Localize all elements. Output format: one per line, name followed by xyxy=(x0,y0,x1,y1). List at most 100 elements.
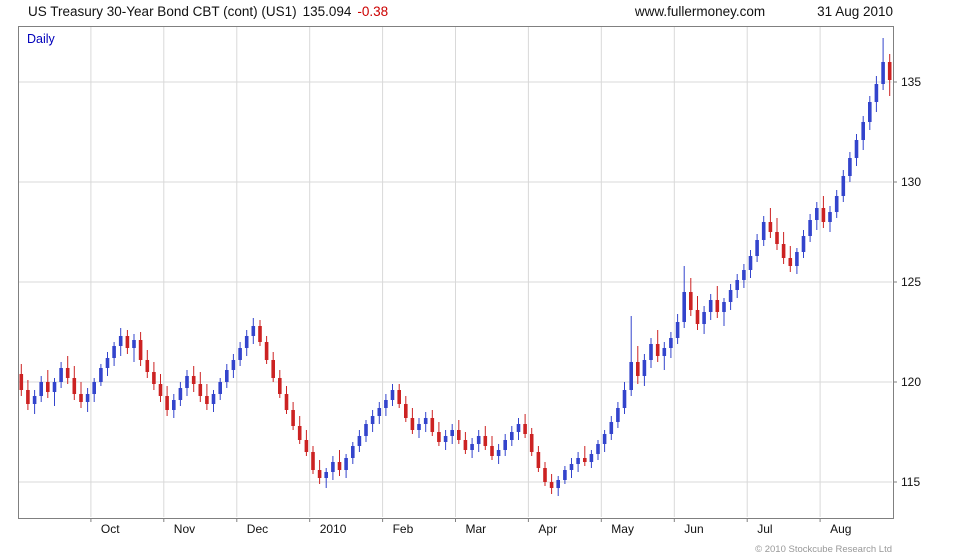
candle xyxy=(748,250,753,278)
svg-text:Feb: Feb xyxy=(393,522,414,536)
candle xyxy=(238,342,242,366)
candle xyxy=(689,278,693,316)
candle xyxy=(337,450,342,476)
candle xyxy=(516,418,521,440)
instrument-title: US Treasury 30-Year Bond CBT (cont) (US1… xyxy=(28,4,297,19)
candle xyxy=(390,384,395,406)
candle xyxy=(19,364,24,396)
candle xyxy=(622,382,627,414)
svg-text:115: 115 xyxy=(901,475,920,489)
candle xyxy=(523,414,527,438)
candle xyxy=(563,466,567,484)
candle xyxy=(105,352,110,376)
candle xyxy=(881,38,885,90)
candle xyxy=(351,442,355,464)
candle xyxy=(297,416,302,444)
svg-text:135: 135 xyxy=(901,75,921,89)
candle xyxy=(815,202,819,230)
candle xyxy=(437,422,441,446)
candle xyxy=(821,196,826,228)
candle xyxy=(225,364,229,388)
candle xyxy=(165,386,169,416)
svg-text:Dec: Dec xyxy=(247,522,268,536)
candle xyxy=(370,410,375,432)
candle xyxy=(801,230,806,258)
candle xyxy=(344,454,348,478)
price-chart: 115 120 125 130 135 Oct Nov Dec 2010 Feb Mar Apr May… xyxy=(18,26,968,542)
interval-label: Daily xyxy=(24,32,58,46)
candle xyxy=(675,314,680,344)
candle xyxy=(775,218,779,250)
candle xyxy=(450,424,454,444)
candle xyxy=(569,458,574,478)
candle xyxy=(198,372,203,402)
candle xyxy=(549,474,554,494)
svg-text:Apr: Apr xyxy=(538,522,557,536)
svg-text:Jul: Jul xyxy=(757,522,772,536)
candle xyxy=(138,332,143,366)
candle xyxy=(26,380,30,410)
candle xyxy=(536,446,541,472)
candle xyxy=(52,378,57,406)
candle xyxy=(118,328,123,356)
candle xyxy=(589,450,594,468)
candle xyxy=(152,362,156,390)
candle xyxy=(728,284,733,310)
candle xyxy=(251,318,256,344)
candle xyxy=(682,266,686,328)
candle xyxy=(271,352,275,382)
candle xyxy=(735,274,739,298)
candle xyxy=(543,462,547,486)
candle xyxy=(258,320,262,346)
last-price: 135.094 xyxy=(302,4,352,19)
candle xyxy=(99,364,103,386)
candle xyxy=(576,452,580,472)
candle xyxy=(331,456,335,480)
candle xyxy=(205,384,209,410)
candle xyxy=(768,208,773,238)
candle xyxy=(649,338,653,368)
candle xyxy=(145,350,150,378)
candle xyxy=(596,440,600,460)
candle xyxy=(761,216,766,246)
candle xyxy=(662,342,667,370)
candle xyxy=(556,476,560,496)
candle xyxy=(304,430,309,456)
candle xyxy=(79,382,83,408)
candle xyxy=(384,394,388,416)
candle xyxy=(602,430,607,452)
candle xyxy=(669,332,673,358)
candle xyxy=(244,330,249,356)
svg-text:Aug: Aug xyxy=(830,522,851,536)
candle xyxy=(59,362,63,388)
candle xyxy=(642,354,647,386)
candle xyxy=(264,336,269,364)
candle xyxy=(868,96,872,130)
svg-text:Nov: Nov xyxy=(174,522,195,536)
svg-text:2010: 2010 xyxy=(320,522,347,536)
svg-text:Mar: Mar xyxy=(466,522,487,536)
candle xyxy=(85,388,90,412)
candle xyxy=(317,460,322,484)
candle xyxy=(32,390,37,414)
candle xyxy=(364,420,368,442)
candle xyxy=(463,432,468,454)
candle xyxy=(218,378,222,400)
candle xyxy=(609,416,614,440)
candle xyxy=(430,410,435,436)
candle xyxy=(357,430,362,452)
fullermoney-link[interactable]: www.fullermoney.com xyxy=(634,4,766,19)
candle xyxy=(788,246,793,272)
candle xyxy=(715,286,720,318)
candle xyxy=(708,294,713,320)
candle xyxy=(278,370,282,398)
candle xyxy=(46,370,50,398)
candle xyxy=(755,234,759,262)
chart-date: 31 Aug 2010 xyxy=(817,4,893,19)
svg-text:Oct: Oct xyxy=(101,522,120,536)
candle xyxy=(191,366,196,392)
candle xyxy=(158,374,163,402)
candle xyxy=(324,468,328,488)
candle xyxy=(854,134,859,166)
svg-text:Jun: Jun xyxy=(684,522,703,536)
